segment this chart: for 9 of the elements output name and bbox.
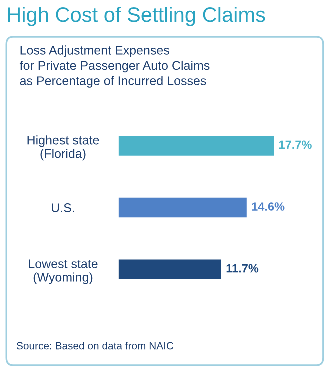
chart-subtitle: Loss Adjustment Expenses for Private Passenger Auto Claims as Percentage of Incurred Losses [20, 46, 210, 88]
y-tick-label: U.S. [52, 204, 74, 212]
data-label: 11.7% [226, 264, 259, 273]
y-tick-label: Highest state (Florida) [28, 136, 100, 161]
chart-title: High Cost of Settling Claims [8, 6, 266, 26]
source-note: Source: Based on data from NAIC [16, 342, 174, 350]
data-label: 14.6% [252, 202, 285, 211]
y-tick-label: Lowest state (Wyoming) [29, 260, 98, 284]
data-label: 17.7% [279, 140, 312, 150]
